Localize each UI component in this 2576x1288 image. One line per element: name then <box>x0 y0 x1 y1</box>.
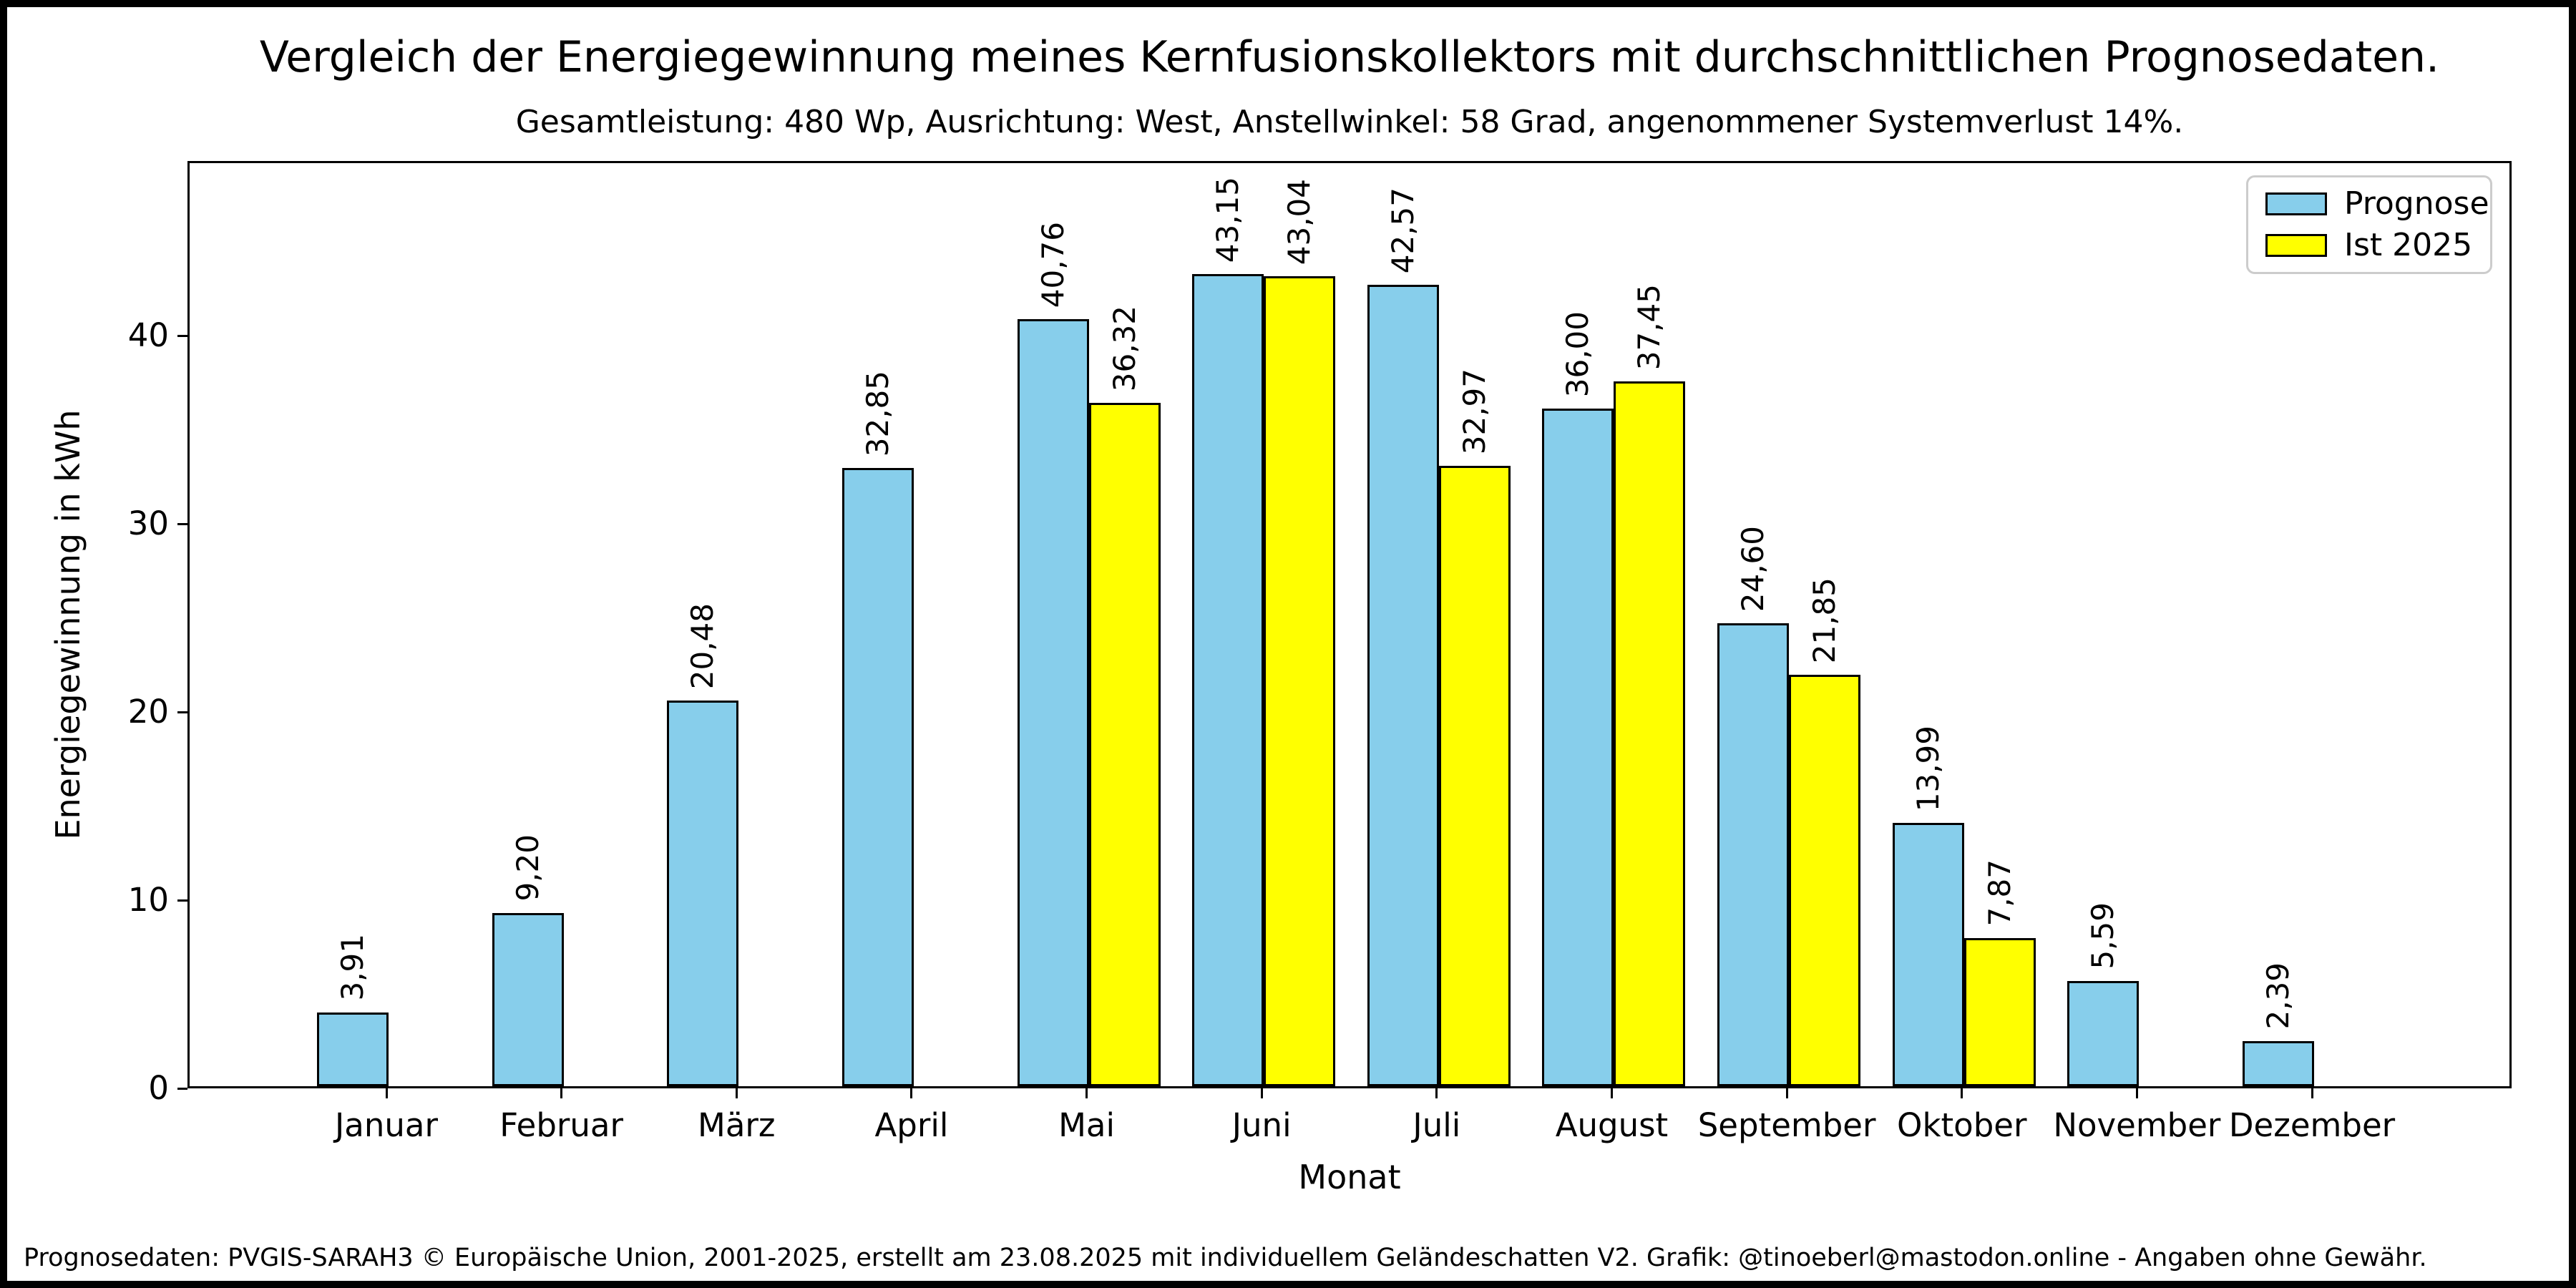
y-tick-mark <box>177 711 187 713</box>
x-tick-label: Juli <box>1413 1106 1461 1144</box>
x-tick-label: November <box>2053 1106 2221 1144</box>
bar-value-label: 36,00 <box>1560 311 1596 397</box>
plot-area: 3,91 9,20 20,48 32,85 40,76 36,32 43,15 43,04 42… <box>187 161 2512 1088</box>
bar-value-label: 37,45 <box>1631 283 1667 370</box>
bar-value-label: 9,20 <box>509 834 545 902</box>
x-tick-mark <box>385 1088 388 1098</box>
prognose-bar-februar <box>492 913 564 1086</box>
ist-2025-bar-oktober <box>1963 938 2036 1086</box>
bar-value-label: 32,97 <box>1456 368 1492 454</box>
bar-value-label: 5,59 <box>2085 902 2121 970</box>
x-tick-label: Januar <box>335 1106 438 1144</box>
x-tick-label: April <box>874 1106 949 1144</box>
x-tick-label: Februar <box>499 1106 624 1144</box>
legend-label-prognose: Prognose <box>2344 185 2489 222</box>
legend-item-prognose: Prognose <box>2265 188 2489 220</box>
chart-subtitle: Gesamtleistung: 480 Wp, Ausrichtung: Wes… <box>515 104 2184 140</box>
bar-value-label: 42,57 <box>1385 187 1420 273</box>
x-tick-label: Juni <box>1231 1106 1292 1144</box>
x-tick-mark <box>2135 1088 2138 1098</box>
x-tick-label: September <box>1697 1106 1876 1144</box>
y-axis-label: Energiegewinnung in kWh <box>49 409 87 840</box>
prognose-bar-juni <box>1192 274 1264 1086</box>
legend: Prognose Ist 2025 <box>2246 175 2492 274</box>
bar-value-label: 32,85 <box>859 370 895 457</box>
x-tick-mark <box>1085 1088 1088 1098</box>
bar-value-label: 13,99 <box>1910 725 1946 811</box>
y-tick-mark <box>177 899 187 902</box>
bar-value-label: 24,60 <box>1735 525 1771 612</box>
y-tick-label: 0 <box>148 1069 169 1107</box>
y-tick-label: 40 <box>127 316 169 354</box>
ist-2025-bar-juni <box>1264 276 1336 1086</box>
ist-2025-bar-august <box>1614 381 1686 1086</box>
bar-value-label: 7,87 <box>1981 859 2017 927</box>
x-tick-mark <box>1785 1088 1788 1098</box>
ist-2025-swatch-icon <box>2265 234 2327 257</box>
ist-2025-bar-juli <box>1438 466 1511 1086</box>
bar-value-label: 3,91 <box>335 934 370 1001</box>
y-tick-label: 20 <box>127 693 169 731</box>
bar-value-label: 40,76 <box>1035 221 1070 308</box>
x-tick-mark <box>1961 1088 1963 1098</box>
x-tick-mark <box>735 1088 738 1098</box>
x-tick-mark <box>560 1088 563 1098</box>
x-tick-label: Dezember <box>2228 1106 2396 1144</box>
prognose-bar-juli <box>1367 285 1439 1086</box>
prognose-bar-dezember <box>2243 1041 2315 1086</box>
x-tick-mark <box>1260 1088 1263 1098</box>
x-axis-label: Monat <box>1298 1158 1401 1196</box>
chart-title: Vergleich der Energiegewinnung meines Ke… <box>259 32 2440 82</box>
bar-value-label: 20,48 <box>685 602 721 689</box>
x-tick-mark <box>1435 1088 1438 1098</box>
prognose-bar-januar <box>317 1013 389 1086</box>
y-tick-label: 10 <box>127 881 169 919</box>
prognose-bar-mai <box>1017 319 1089 1086</box>
prognose-bar-april <box>841 468 914 1086</box>
y-tick-label: 30 <box>127 504 169 542</box>
prognose-bar-oktober <box>1892 823 1964 1086</box>
bar-value-label: 36,32 <box>1106 305 1142 391</box>
x-tick-label: März <box>698 1106 776 1144</box>
prognose-bar-september <box>1717 623 1790 1086</box>
bar-value-label: 43,15 <box>1210 176 1246 263</box>
x-tick-mark <box>910 1088 913 1098</box>
y-tick-mark <box>177 334 187 337</box>
x-tick-label: Mai <box>1058 1106 1115 1144</box>
legend-label-ist-2025: Ist 2025 <box>2344 227 2473 263</box>
prognose-bar-august <box>1542 409 1614 1086</box>
legend-item-ist-2025: Ist 2025 <box>2265 230 2473 261</box>
bar-value-label: 43,04 <box>1282 178 1317 265</box>
x-tick-mark <box>1610 1088 1613 1098</box>
prognose-bar-november <box>2067 981 2140 1086</box>
bar-value-label: 21,85 <box>1807 577 1843 663</box>
x-tick-label: August <box>1555 1106 1669 1144</box>
ist-2025-bar-september <box>1789 675 1861 1086</box>
x-tick-mark <box>2311 1088 2313 1098</box>
footer-attribution: Prognosedaten: PVGIS-SARAH3 © Europäisch… <box>24 1244 2427 1272</box>
y-tick-mark <box>177 522 187 525</box>
ist-2025-bar-mai <box>1088 403 1161 1086</box>
x-tick-label: Oktober <box>1897 1106 2027 1144</box>
y-tick-mark <box>177 1087 187 1090</box>
bar-value-label: 2,39 <box>2260 962 2296 1030</box>
prognose-bar-märz <box>667 701 739 1086</box>
prognose-swatch-icon <box>2265 192 2327 215</box>
